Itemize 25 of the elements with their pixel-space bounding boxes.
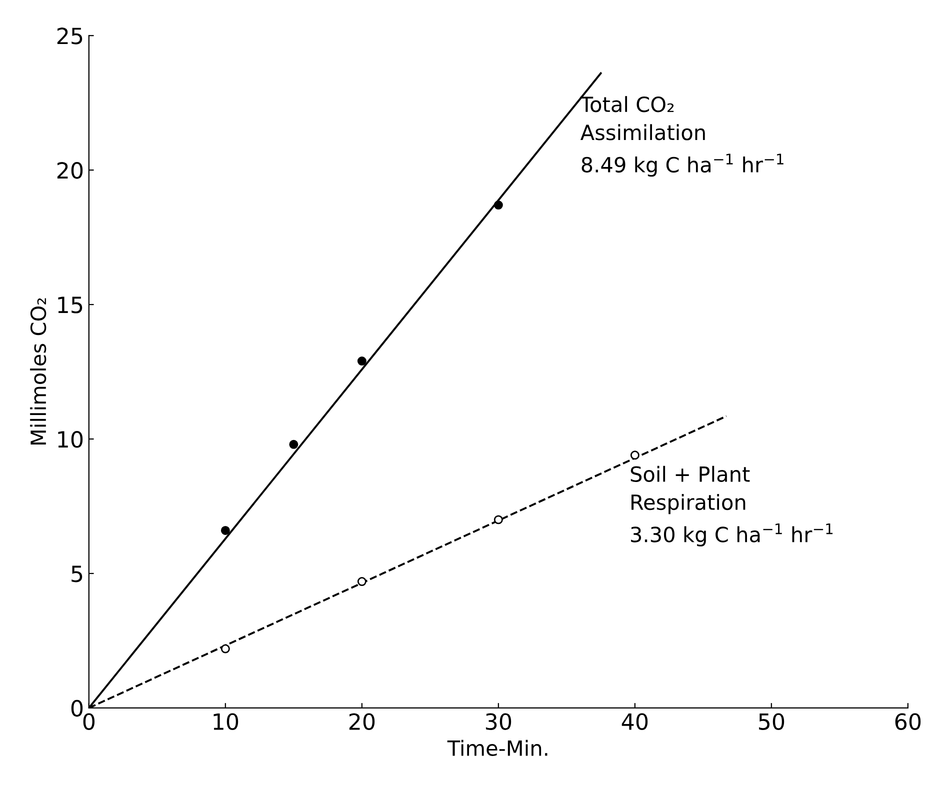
point bbox=[630, 450, 640, 460]
x-tick-label: 10 bbox=[214, 713, 238, 730]
x-tick-label: 30 bbox=[486, 713, 512, 730]
point bbox=[357, 356, 366, 366]
x-tick-label: 20 bbox=[349, 713, 375, 730]
y-tick-label: 25 bbox=[57, 28, 82, 44]
y-tick-label: 20 bbox=[57, 162, 83, 179]
x-axis-title: Time-Min. bbox=[447, 740, 548, 756]
y-axis-title: Millimoles CO₂ bbox=[30, 298, 46, 444]
point bbox=[220, 526, 230, 535]
annotation: Total CO₂ Assimilation 8.49 kg C ha$^{−1}$ hr$^{−1}$ bbox=[580, 96, 784, 177]
point bbox=[494, 200, 503, 210]
point bbox=[289, 440, 298, 449]
y-tick-label: 10 bbox=[58, 430, 83, 448]
x-tick-label: 40 bbox=[622, 713, 648, 730]
point bbox=[357, 577, 366, 586]
point bbox=[220, 644, 230, 654]
point bbox=[494, 515, 503, 524]
x-tick-label: 0 bbox=[83, 713, 95, 730]
y-tick-label: 5 bbox=[72, 566, 82, 582]
x-tick-label: 60 bbox=[895, 713, 921, 730]
y-tick-label: 0 bbox=[71, 700, 83, 717]
y-tick-label: 15 bbox=[58, 296, 82, 314]
annotation: Soil + Plant Respiration 3.30 kg C ha$^{−1}$ hr$^{−1}$ bbox=[630, 466, 833, 546]
x-tick-label: 50 bbox=[758, 713, 784, 730]
